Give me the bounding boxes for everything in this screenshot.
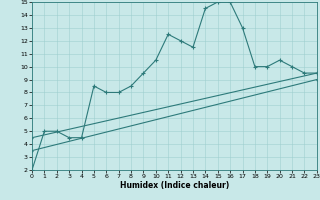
X-axis label: Humidex (Indice chaleur): Humidex (Indice chaleur) [120, 181, 229, 190]
